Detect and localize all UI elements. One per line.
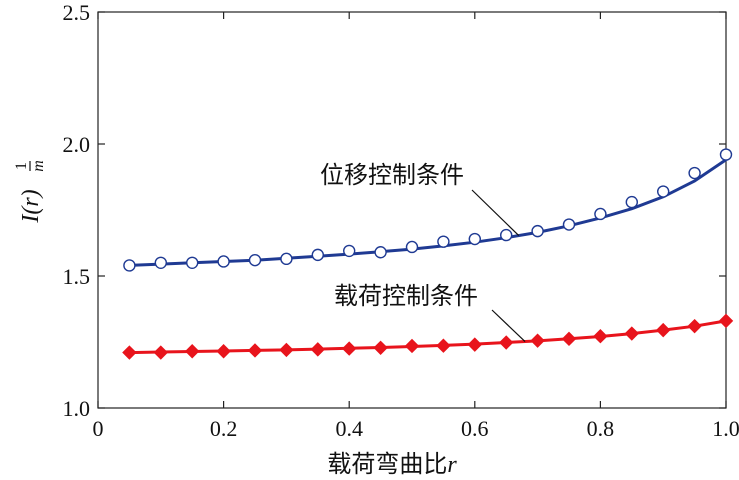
- data-point: [498, 335, 514, 350]
- data-point: [436, 338, 451, 353]
- y-axis-label-exp-den: m: [30, 160, 47, 172]
- data-point: [655, 322, 671, 338]
- data-point: [154, 256, 168, 269]
- data-point: [404, 338, 420, 354]
- plot-border: [97, 11, 727, 409]
- series-layer: [122, 148, 734, 360]
- data-point: [531, 224, 544, 238]
- data-point: [437, 235, 450, 248]
- y-tick-label: 1.5: [63, 264, 91, 289]
- series-1: [122, 313, 734, 360]
- data-point: [343, 244, 356, 258]
- data-point: [217, 255, 230, 268]
- data-point: [374, 246, 387, 259]
- x-tick-label: 0.8: [587, 416, 615, 441]
- axis-ticks: 0 0.2 0.4 0.6 0.8 1.0 1.0 1.5 2.0 2.5: [63, 0, 739, 441]
- data-point: [311, 248, 324, 262]
- plot-area: [97, 11, 727, 409]
- y-tick-label: 2.0: [63, 132, 91, 157]
- data-point: [185, 256, 199, 269]
- data-point: [373, 340, 388, 356]
- data-point: [310, 342, 326, 357]
- data-point: [341, 341, 357, 356]
- x-tick-label: 0.2: [210, 416, 238, 441]
- data-point: [153, 345, 169, 360]
- data-point: [184, 344, 200, 359]
- data-point: [280, 252, 293, 266]
- y-axis-label-exp-num: 1: [13, 162, 30, 170]
- annotation-leader: [491, 309, 526, 343]
- data-point: [216, 344, 231, 359]
- y-tick-label: 1.0: [63, 396, 91, 421]
- x-tick-label: 1.0: [712, 416, 739, 441]
- data-point: [467, 337, 483, 352]
- series-0: [123, 148, 733, 272]
- data-point: [405, 240, 419, 254]
- data-point: [719, 148, 733, 161]
- annotation-label: 位移控制条件: [320, 161, 464, 189]
- data-point: [624, 326, 640, 341]
- data-point: [468, 232, 481, 246]
- data-point: [718, 313, 734, 329]
- data-point: [688, 166, 701, 180]
- x-axis-label-var: r: [447, 452, 457, 478]
- data-point: [657, 185, 670, 198]
- data-point: [122, 345, 137, 360]
- data-point: [248, 253, 262, 267]
- x-axis-label-text: 载荷弯曲比: [327, 450, 447, 478]
- series-line: [129, 319, 727, 355]
- x-tick-label: 0: [93, 416, 104, 441]
- data-point: [561, 331, 577, 347]
- data-point: [279, 342, 294, 358]
- data-point: [593, 328, 608, 344]
- annotation-leader: [471, 189, 520, 237]
- data-point: [530, 333, 545, 348]
- data-point: [123, 259, 136, 272]
- data-point: [562, 218, 576, 231]
- x-axis-label: 载荷弯曲比r: [327, 450, 457, 478]
- x-tick-label: 0.6: [461, 416, 489, 441]
- data-point: [500, 228, 513, 242]
- annotation-label: 载荷控制条件: [334, 282, 478, 310]
- x-tick-label: 0.4: [335, 416, 363, 441]
- data-point: [594, 207, 607, 221]
- y-axis-label-base: I(r): [18, 189, 44, 223]
- data-point: [247, 343, 263, 358]
- data-point: [687, 318, 702, 334]
- data-point: [625, 195, 638, 209]
- y-axis-label: I(r) 1 m: [13, 160, 47, 223]
- y-tick-label: 2.5: [63, 0, 91, 25]
